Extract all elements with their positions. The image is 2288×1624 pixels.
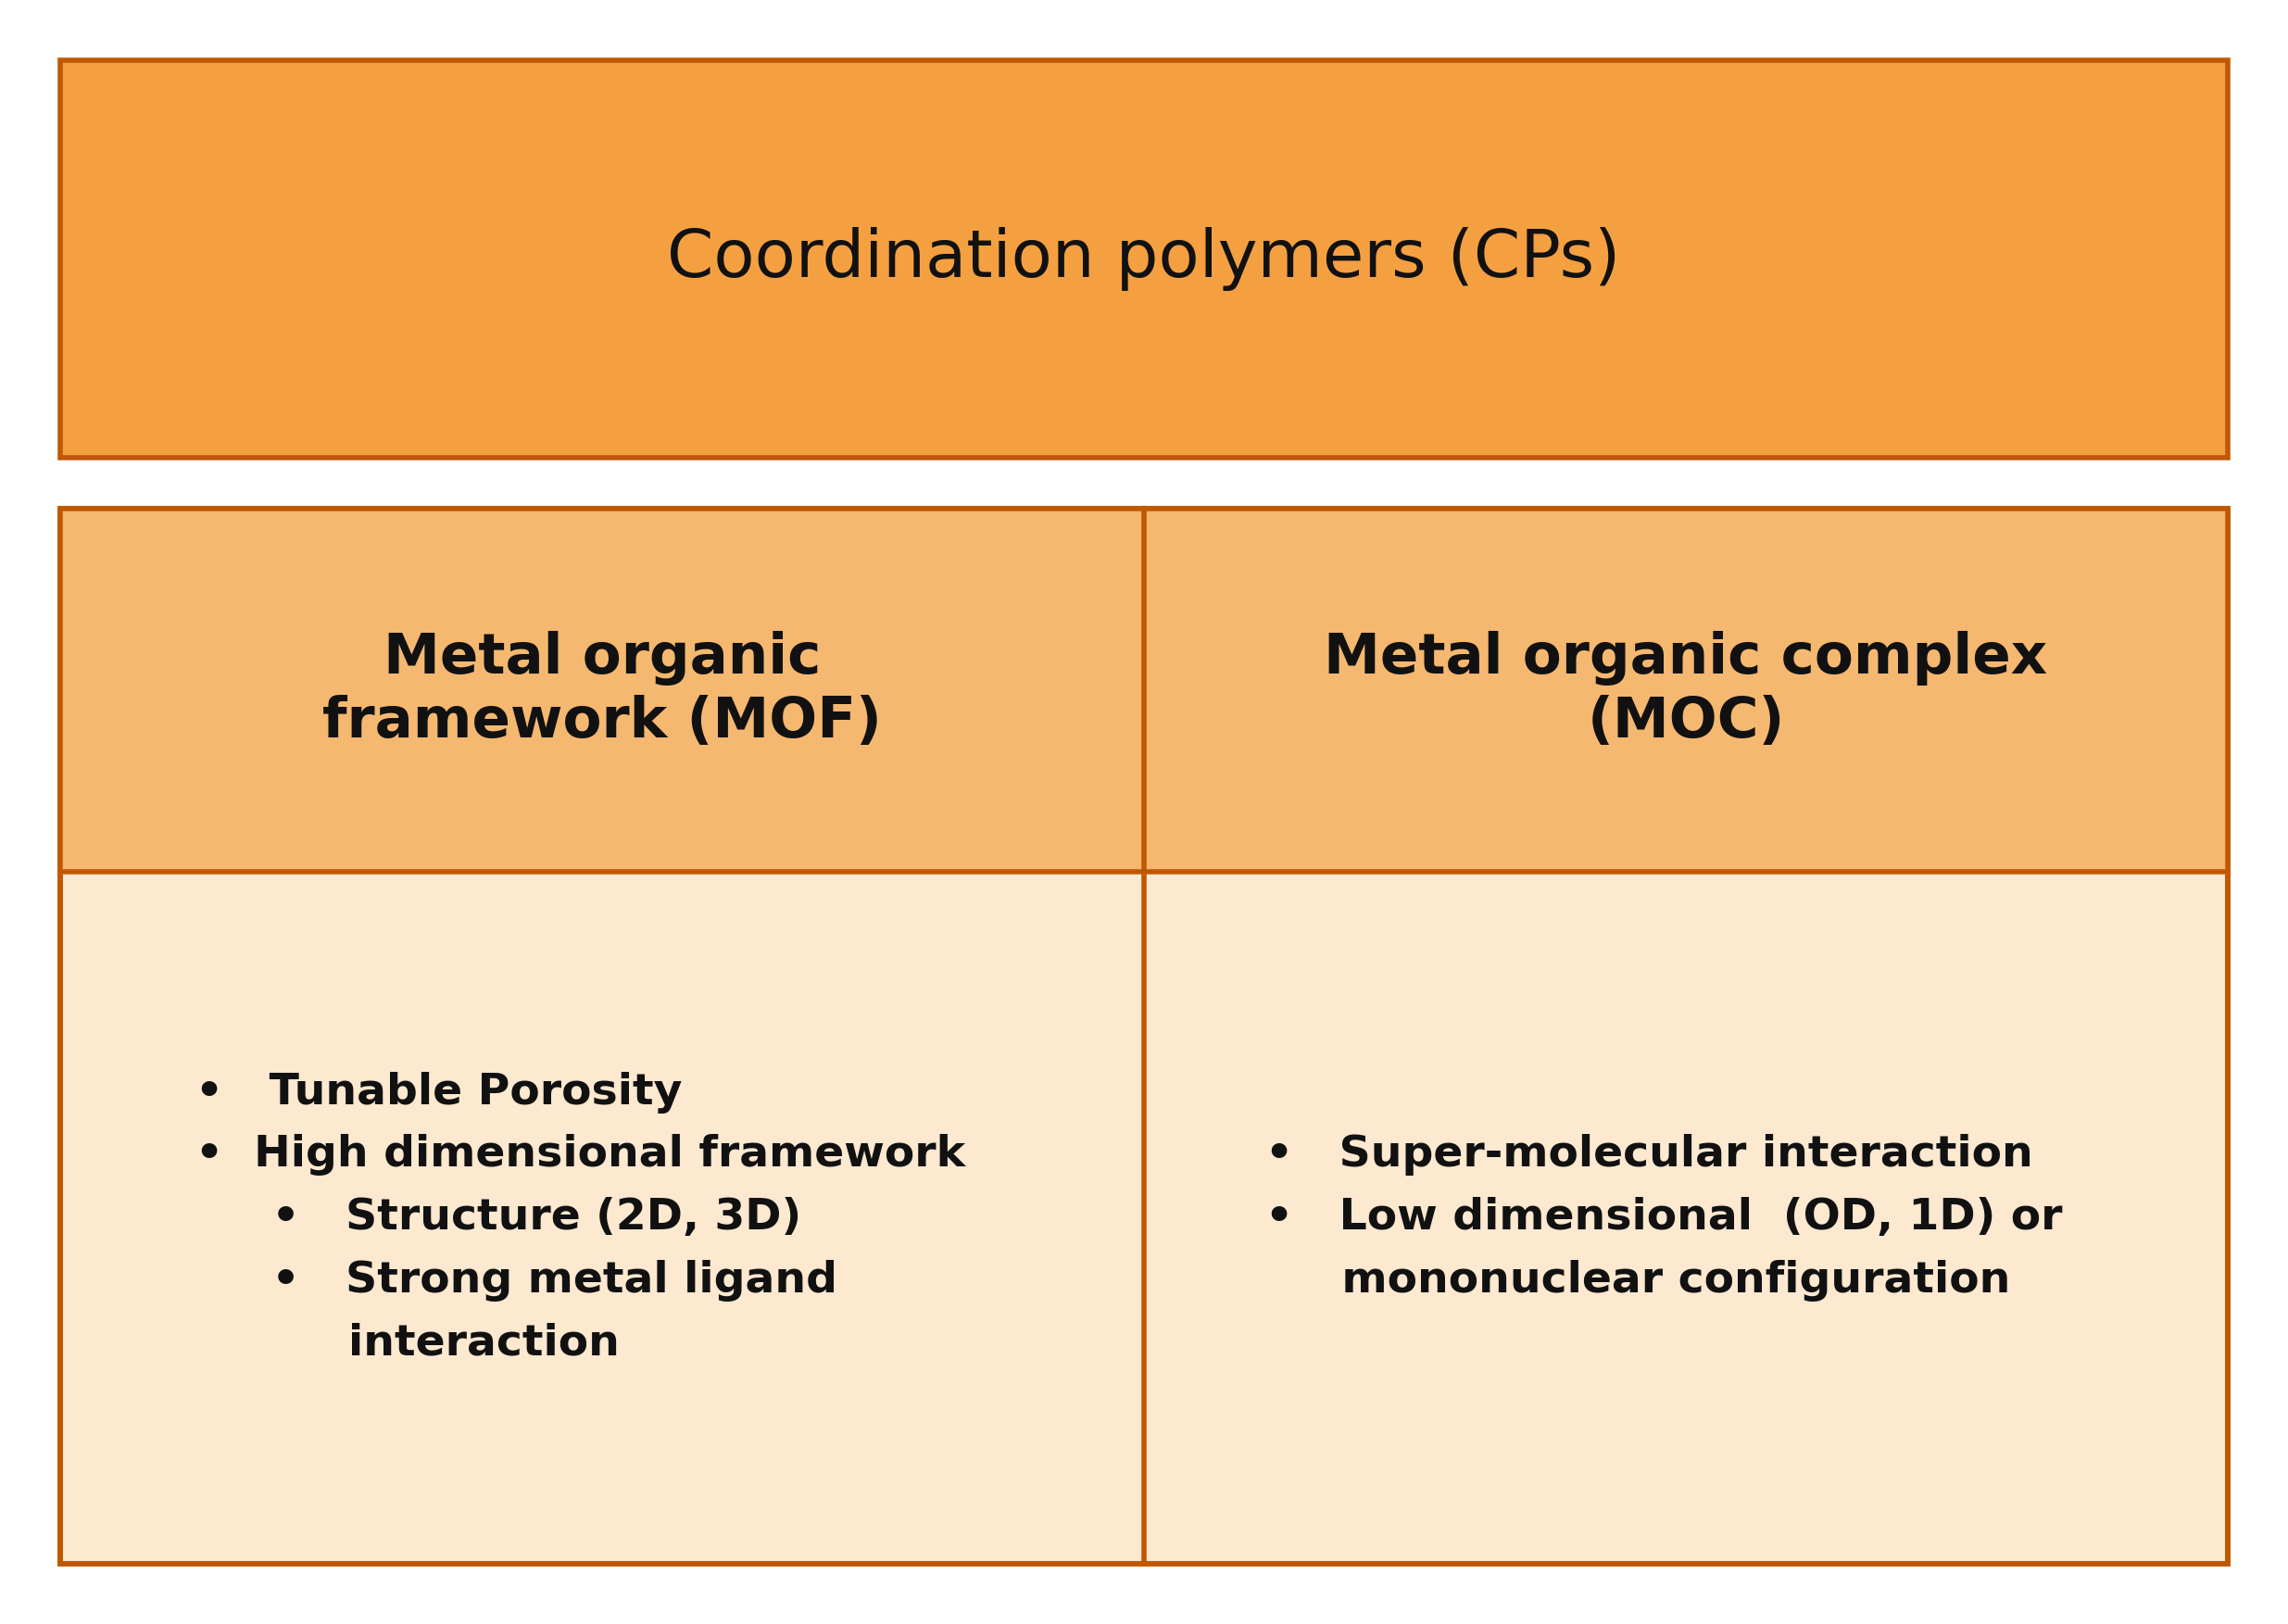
- Text: Metal organic
framework (MOF): Metal organic framework (MOF): [323, 632, 881, 749]
- Text: •   Super-molecular interaction
•   Low dimensional  (OD, 1D) or
     mononuclea: • Super-molecular interaction • Low dime…: [1265, 1134, 2064, 1301]
- Bar: [59, 508, 2229, 1564]
- Bar: [59, 508, 1144, 872]
- Bar: [59, 508, 2229, 1564]
- Text: Metal organic complex
(MOC): Metal organic complex (MOC): [1325, 632, 2048, 749]
- Bar: [59, 60, 2229, 458]
- Text: •   Tunable Porosity
•  High dimensional framework
     •   Structure (2D, 3D)
 : • Tunable Porosity • High dimensional fr…: [194, 1072, 966, 1364]
- Bar: [1144, 508, 2229, 872]
- Text: Coordination polymers (CPs): Coordination polymers (CPs): [668, 227, 1620, 291]
